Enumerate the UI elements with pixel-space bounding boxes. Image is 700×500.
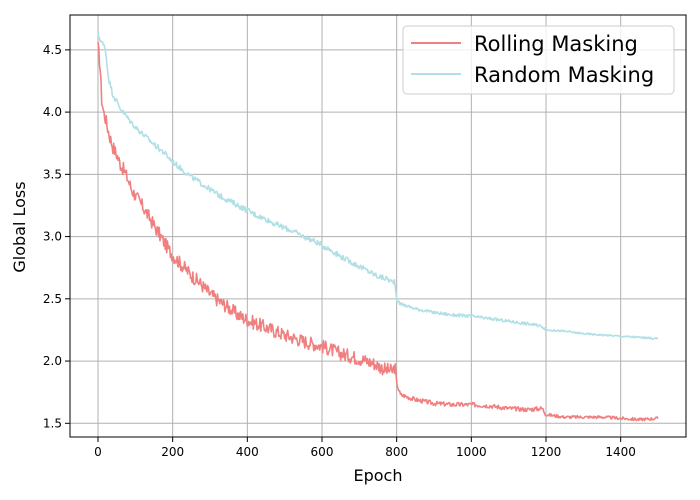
y-axis-label: Global Loss xyxy=(10,181,29,272)
legend-label-rolling: Rolling Masking xyxy=(474,32,638,56)
y-tick-label-3: 3.0 xyxy=(43,230,62,244)
y-tick-label-5: 4.0 xyxy=(43,105,62,119)
series-line-rolling-masking xyxy=(97,41,659,422)
x-tick-label-2: 400 xyxy=(236,445,259,459)
x-tick-label-0: 0 xyxy=(94,445,102,459)
x-tick-label-7: 1400 xyxy=(605,445,636,459)
x-axis-label: Epoch xyxy=(354,466,403,485)
y-tick-label-1: 2.0 xyxy=(43,354,62,368)
y-tick-label-0: 1.5 xyxy=(43,416,62,430)
series-layer xyxy=(97,32,659,422)
y-tick-label-4: 3.5 xyxy=(43,167,62,181)
legend: Rolling Masking Random Masking xyxy=(402,25,675,95)
x-tick-label-6: 1200 xyxy=(531,445,562,459)
plot-frame xyxy=(69,14,687,438)
y-tick-label-2: 2.5 xyxy=(43,292,62,306)
x-tick-label-4: 800 xyxy=(385,445,408,459)
legend-box xyxy=(402,25,675,95)
axes-layer xyxy=(69,14,687,438)
y-tick-label-6: 4.5 xyxy=(43,43,62,57)
x-tick-label-5: 1000 xyxy=(456,445,487,459)
series-line-random-masking xyxy=(97,32,659,340)
tick-layer: 0 200 400 600 800 1000 1200 1400 1.5 2.0 2.5 3.0 3.5… xyxy=(43,43,636,459)
legend-label-random: Random Masking xyxy=(474,63,654,87)
label-layer: Epoch Global Loss xyxy=(10,181,403,485)
x-tick-label-3: 600 xyxy=(311,445,334,459)
x-tick-label-1: 200 xyxy=(161,445,184,459)
